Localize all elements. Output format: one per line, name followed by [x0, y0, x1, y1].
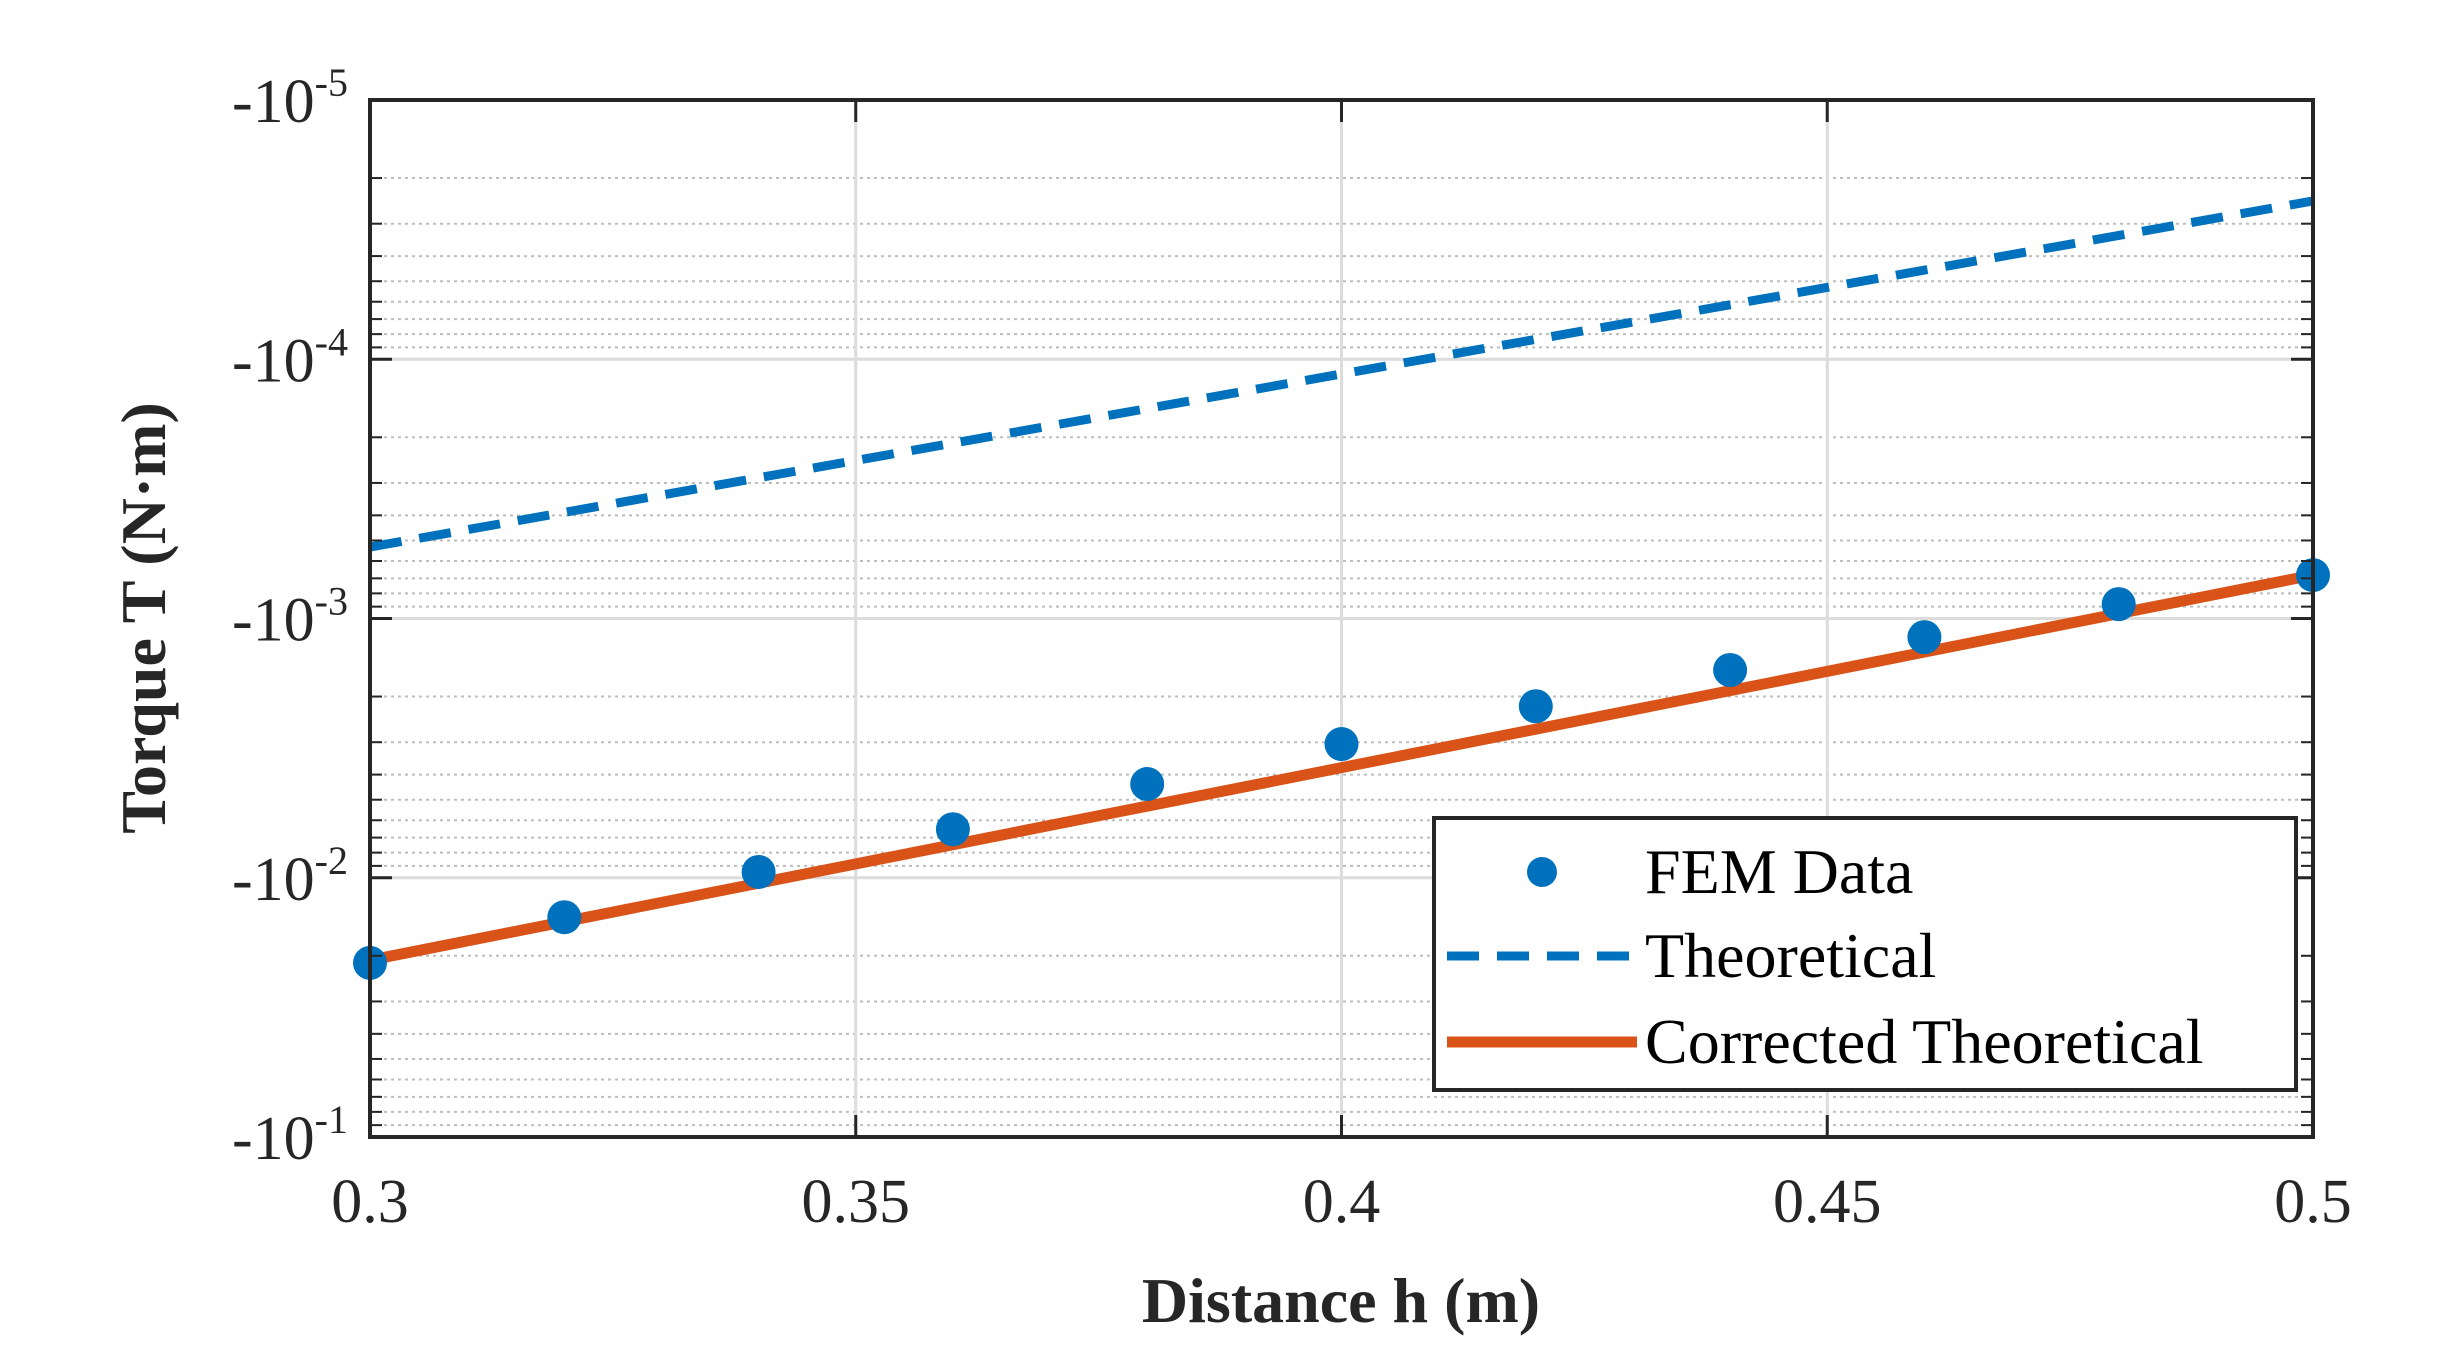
- legend-label-theoretical: Theoretical: [1645, 920, 1936, 991]
- corrected-theoretical-line: [368, 569, 2315, 966]
- fem-data-point: [1130, 767, 1165, 802]
- y-axis-title: Torque T (N·m): [108, 402, 179, 834]
- theoretical-line: [369, 196, 2314, 552]
- x-tick-labels: 0.3 0.35 0.4 0.45 0.5: [331, 1168, 2352, 1236]
- fem-data-point: [547, 900, 582, 935]
- fem-data-point: [1907, 620, 1942, 655]
- fem-data-point: [935, 812, 970, 847]
- x-tick-label: 0.4: [1303, 1168, 1381, 1236]
- fem-data-point: [1518, 689, 1553, 724]
- x-axis-title: Distance h (m): [1142, 1265, 1540, 1336]
- y-tick-label: -10-1: [232, 1097, 348, 1173]
- y-tick-labels: -10-5 -10-4 -10-3 -10-2 -10-1: [232, 60, 348, 1173]
- legend-label-corrected: Corrected Theoretical: [1645, 1006, 2204, 1077]
- x-tick-label: 0.5: [2274, 1168, 2352, 1236]
- series-layer: [353, 196, 2330, 980]
- x-tick-label: 0.45: [1773, 1168, 1882, 1236]
- fem-data-point: [1713, 653, 1748, 688]
- x-tick-label: 0.35: [802, 1168, 911, 1236]
- tick-marks: [368, 98, 2315, 1139]
- y-tick-label: -10-5: [232, 60, 348, 136]
- y-tick-label: -10-3: [232, 579, 348, 655]
- fem-data-point: [741, 854, 776, 889]
- legend-marker-fem: [1527, 857, 1557, 887]
- x-tick-label: 0.3: [331, 1168, 409, 1236]
- fem-data-point: [1324, 727, 1359, 762]
- legend: FEM Data Theoretical Corrected Theoretic…: [1432, 816, 2298, 1092]
- legend-label-fem: FEM Data: [1645, 836, 1913, 907]
- y-tick-label: -10-4: [232, 319, 348, 395]
- y-tick-label: -10-2: [232, 838, 348, 914]
- fem-data-point: [2101, 587, 2136, 622]
